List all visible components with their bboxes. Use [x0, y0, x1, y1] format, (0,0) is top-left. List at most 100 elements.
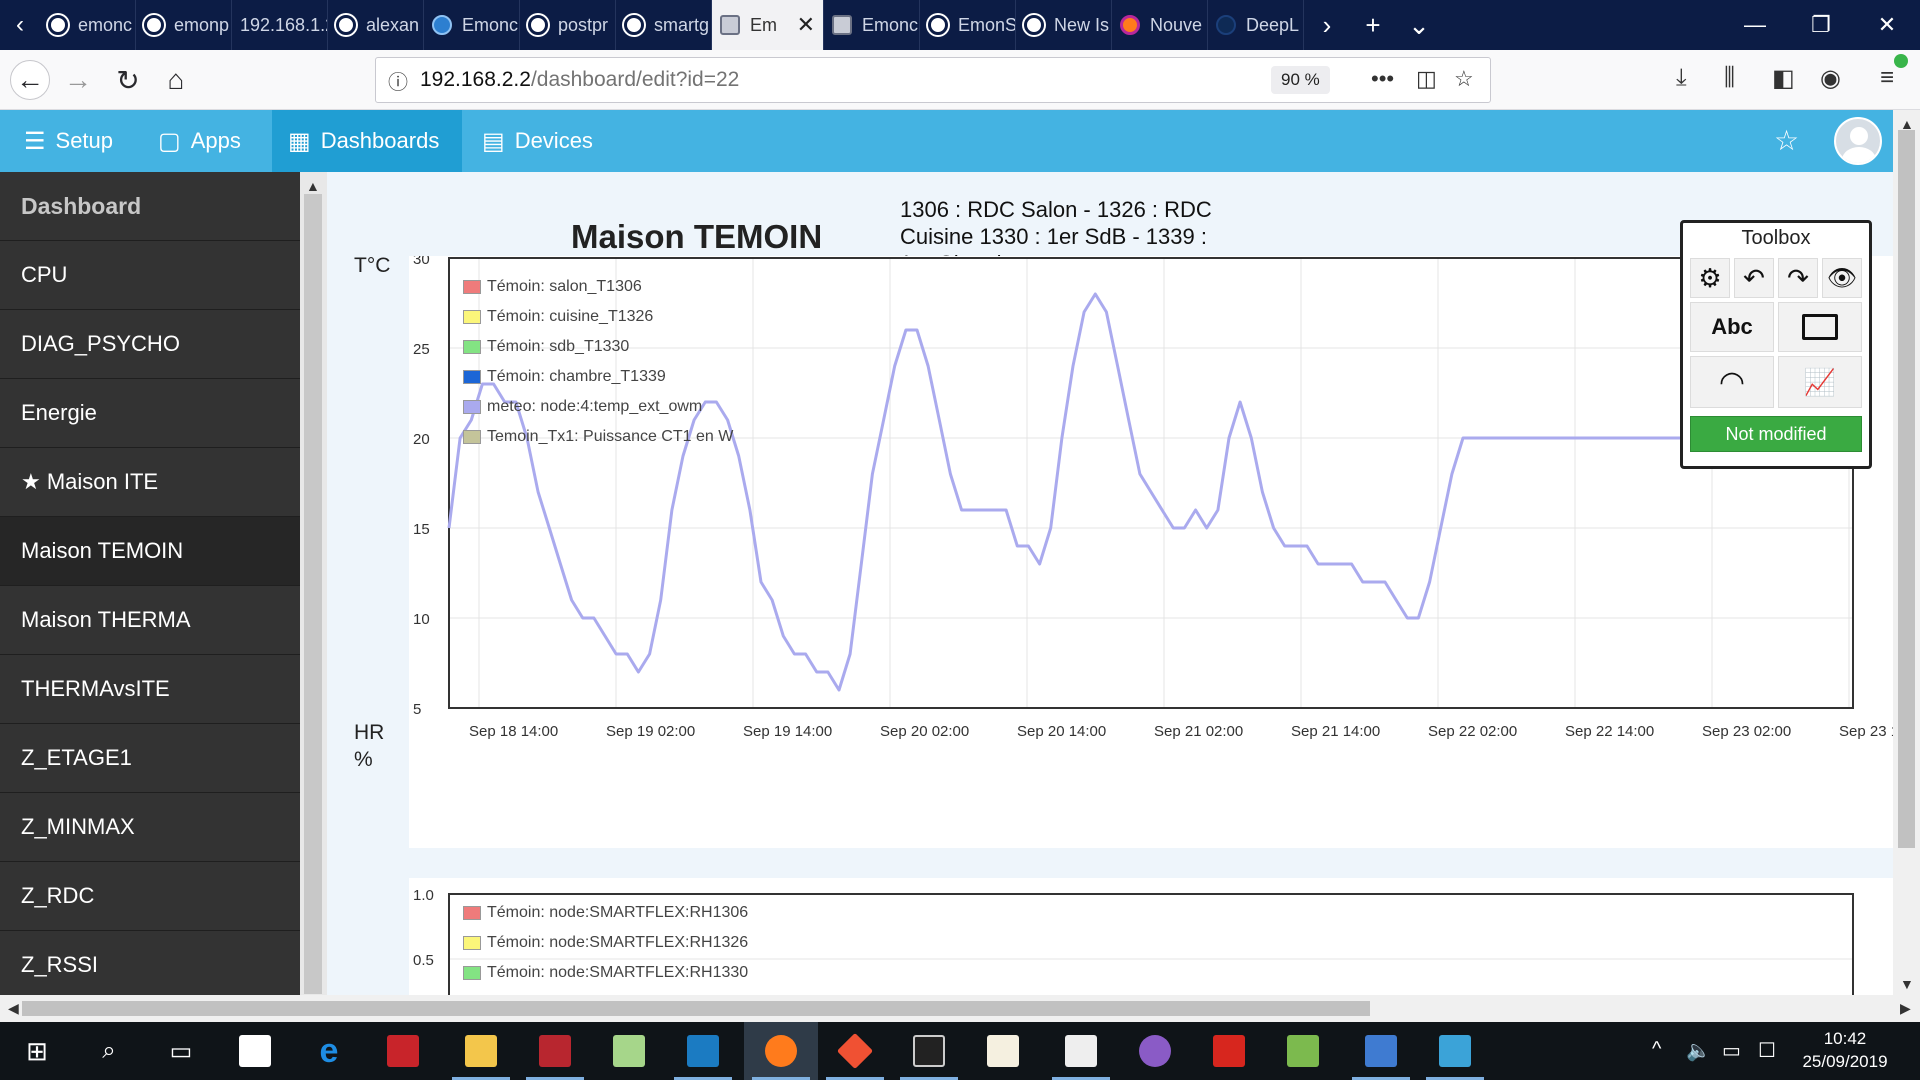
restore-button[interactable]: ❐: [1811, 12, 1831, 37]
frame-tool-button[interactable]: [1778, 302, 1862, 352]
sidebar-scrollbar[interactable]: ▲: [300, 172, 327, 995]
preview-tool-button[interactable]: 👁: [1822, 258, 1862, 298]
search-button[interactable]: ⌕: [72, 1022, 146, 1080]
scroll-right-icon[interactable]: ▶: [1900, 1000, 1911, 1016]
sidebar-item[interactable]: ★ Maison ITE: [0, 448, 300, 517]
tray-chevron-icon[interactable]: ^: [1652, 1038, 1662, 1060]
page-scroll-thumb[interactable]: [1898, 130, 1915, 848]
sidebar-item[interactable]: DIAG_PSYCHO: [0, 310, 300, 379]
taskbar-eagle[interactable]: [518, 1022, 592, 1080]
scroll-down-icon[interactable]: ▼: [1900, 976, 1914, 992]
taskbar-flasher[interactable]: [1418, 1022, 1492, 1080]
browser-tab[interactable]: DeepL: [1208, 0, 1304, 50]
taskbar-network[interactable]: [1344, 1022, 1418, 1080]
taskbar-git[interactable]: [818, 1022, 892, 1080]
forward-button[interactable]: →: [58, 60, 98, 100]
legend-item[interactable]: Temoin_Tx1: Puissance CT1 en W: [463, 422, 733, 452]
browser-tab[interactable]: alexan: [328, 0, 424, 50]
taskbar-device[interactable]: [1044, 1022, 1118, 1080]
taskbar-clock[interactable]: 10:42 25/09/2019: [1785, 1027, 1905, 1073]
zoom-level[interactable]: 90 %: [1271, 66, 1330, 94]
minimize-button[interactable]: —: [1744, 12, 1766, 37]
taskbar-app-red[interactable]: [366, 1022, 440, 1080]
library-icon[interactable]: ⫼: [1724, 64, 1736, 91]
bookmark-star-icon[interactable]: ☆: [1454, 66, 1474, 91]
sidebar-item[interactable]: Maison THERMA: [0, 586, 300, 655]
task-view-button[interactable]: ▭: [144, 1022, 218, 1080]
legend-item[interactable]: meteo: node:4:temp_ext_owm: [463, 392, 733, 422]
start-button[interactable]: ⊞: [0, 1022, 74, 1080]
browser-tab[interactable]: Em ✕: [712, 0, 824, 50]
app-menu-icon[interactable]: ≡: [1880, 64, 1895, 91]
humidity-graph[interactable]: 1.0 0.5: [409, 878, 1893, 995]
sidebar-scroll-thumb[interactable]: [304, 194, 322, 994]
legend-item[interactable]: Témoin: node:SMARTFLEX:RH1330: [463, 958, 748, 988]
scroll-left-icon[interactable]: ◀: [8, 1000, 19, 1016]
redo-tool-button[interactable]: ↷: [1778, 258, 1818, 298]
settings-tool-button[interactable]: ⚙: [1690, 258, 1730, 298]
home-button[interactable]: ⌂: [156, 60, 196, 100]
legend-item[interactable]: Témoin: cuisine_T1326: [463, 302, 733, 332]
legend-item[interactable]: Témoin: sdb_T1330: [463, 332, 733, 362]
taskbar-explorer[interactable]: [444, 1022, 518, 1080]
favourite-star-icon[interactable]: ☆: [1774, 125, 1800, 156]
site-info-icon[interactable]: ⓘ: [388, 71, 408, 94]
sidebar-item[interactable]: CPU: [0, 241, 300, 310]
downloads-icon[interactable]: ⤓: [1676, 64, 1687, 91]
legend-item[interactable]: Témoin: node:SMARTFLEX:RH1306: [463, 898, 748, 928]
legend-item[interactable]: Témoin: salon_T1306: [463, 272, 733, 302]
taskbar-vscode[interactable]: [666, 1022, 740, 1080]
sidebar-item[interactable]: Z_RSSI: [0, 931, 300, 995]
browser-tab[interactable]: EmonS: [920, 0, 1016, 50]
user-avatar[interactable]: [1834, 117, 1882, 165]
list-all-tabs-button[interactable]: ⌄: [1408, 9, 1430, 40]
tab-scroll-left-button[interactable]: ‹: [16, 11, 24, 38]
taskbar-acrobat[interactable]: [1192, 1022, 1266, 1080]
sidebar-item[interactable]: Z_MINMAX: [0, 793, 300, 862]
volume-icon[interactable]: 🔈: [1686, 1040, 1711, 1062]
browser-tab[interactable]: emonc: [40, 0, 136, 50]
undo-tool-button[interactable]: ↶: [1734, 258, 1774, 298]
taskbar-github[interactable]: [1118, 1022, 1192, 1080]
browser-tab[interactable]: Nouve: [1112, 0, 1208, 50]
chevron-up-icon[interactable]: ▲: [306, 178, 320, 194]
notification-icon[interactable]: ☐: [1758, 1040, 1776, 1062]
taskbar-terminal[interactable]: [892, 1022, 966, 1080]
browser-tab[interactable]: New Is: [1016, 0, 1112, 50]
page-horizontal-scrollbar[interactable]: ◀ ▶: [0, 995, 1920, 1022]
account-icon[interactable]: ◉: [1820, 65, 1841, 92]
address-bar[interactable]: ⓘ 192.168.2.2 /dashboard/edit?id=22 90 %…: [375, 57, 1491, 103]
sidebar-item[interactable]: Energie: [0, 379, 300, 448]
browser-tab[interactable]: 192.168.1.2: [232, 0, 328, 50]
sidebar-toggle-icon[interactable]: ◧: [1772, 65, 1795, 92]
sidebar-item[interactable]: Maison TEMOIN: [0, 517, 300, 586]
back-button[interactable]: ←: [10, 60, 50, 100]
scroll-up-icon[interactable]: ▲: [1900, 116, 1914, 132]
battery-icon[interactable]: ▭: [1722, 1040, 1741, 1062]
browser-tab[interactable]: Emonc: [824, 0, 920, 50]
chart-tool-button[interactable]: 📈: [1778, 356, 1862, 408]
legend-item[interactable]: Témoin: chambre_T1339: [463, 362, 733, 392]
text-tool-button[interactable]: Abc: [1690, 302, 1774, 352]
nav-dashboards[interactable]: ▦ Dashboards: [272, 110, 462, 172]
taskbar-edge[interactable]: e: [292, 1022, 366, 1080]
close-window-button[interactable]: ✕: [1877, 12, 1897, 37]
browser-tab[interactable]: postpr: [520, 0, 616, 50]
nav-setup[interactable]: ☰ Setup: [8, 110, 129, 172]
sidebar-item[interactable]: Z_ETAGE1: [0, 724, 300, 793]
new-tab-button[interactable]: +: [1365, 9, 1381, 40]
taskbar-store[interactable]: [218, 1022, 292, 1080]
page-vertical-scrollbar[interactable]: ▲ ▼: [1893, 110, 1920, 995]
taskbar-editor[interactable]: [966, 1022, 1040, 1080]
tab-scroll-right-button[interactable]: ›: [1322, 9, 1332, 40]
sidebar-item[interactable]: THERMAvsITE: [0, 655, 300, 724]
browser-tab[interactable]: smartg: [616, 0, 712, 50]
reload-button[interactable]: ↻: [108, 60, 148, 100]
sidebar-item[interactable]: Z_RDC: [0, 862, 300, 931]
toolbox-panel[interactable]: Toolbox ⚙ ↶ ↷ 👁 Abc ◠ 📈 Not modified: [1680, 220, 1872, 469]
taskbar-notes[interactable]: [592, 1022, 666, 1080]
nav-devices[interactable]: ▤ Devices: [466, 110, 609, 172]
pocket-icon[interactable]: ◫: [1416, 66, 1437, 91]
taskbar-paint[interactable]: [1266, 1022, 1340, 1080]
browser-tab[interactable]: Emonc: [424, 0, 520, 50]
